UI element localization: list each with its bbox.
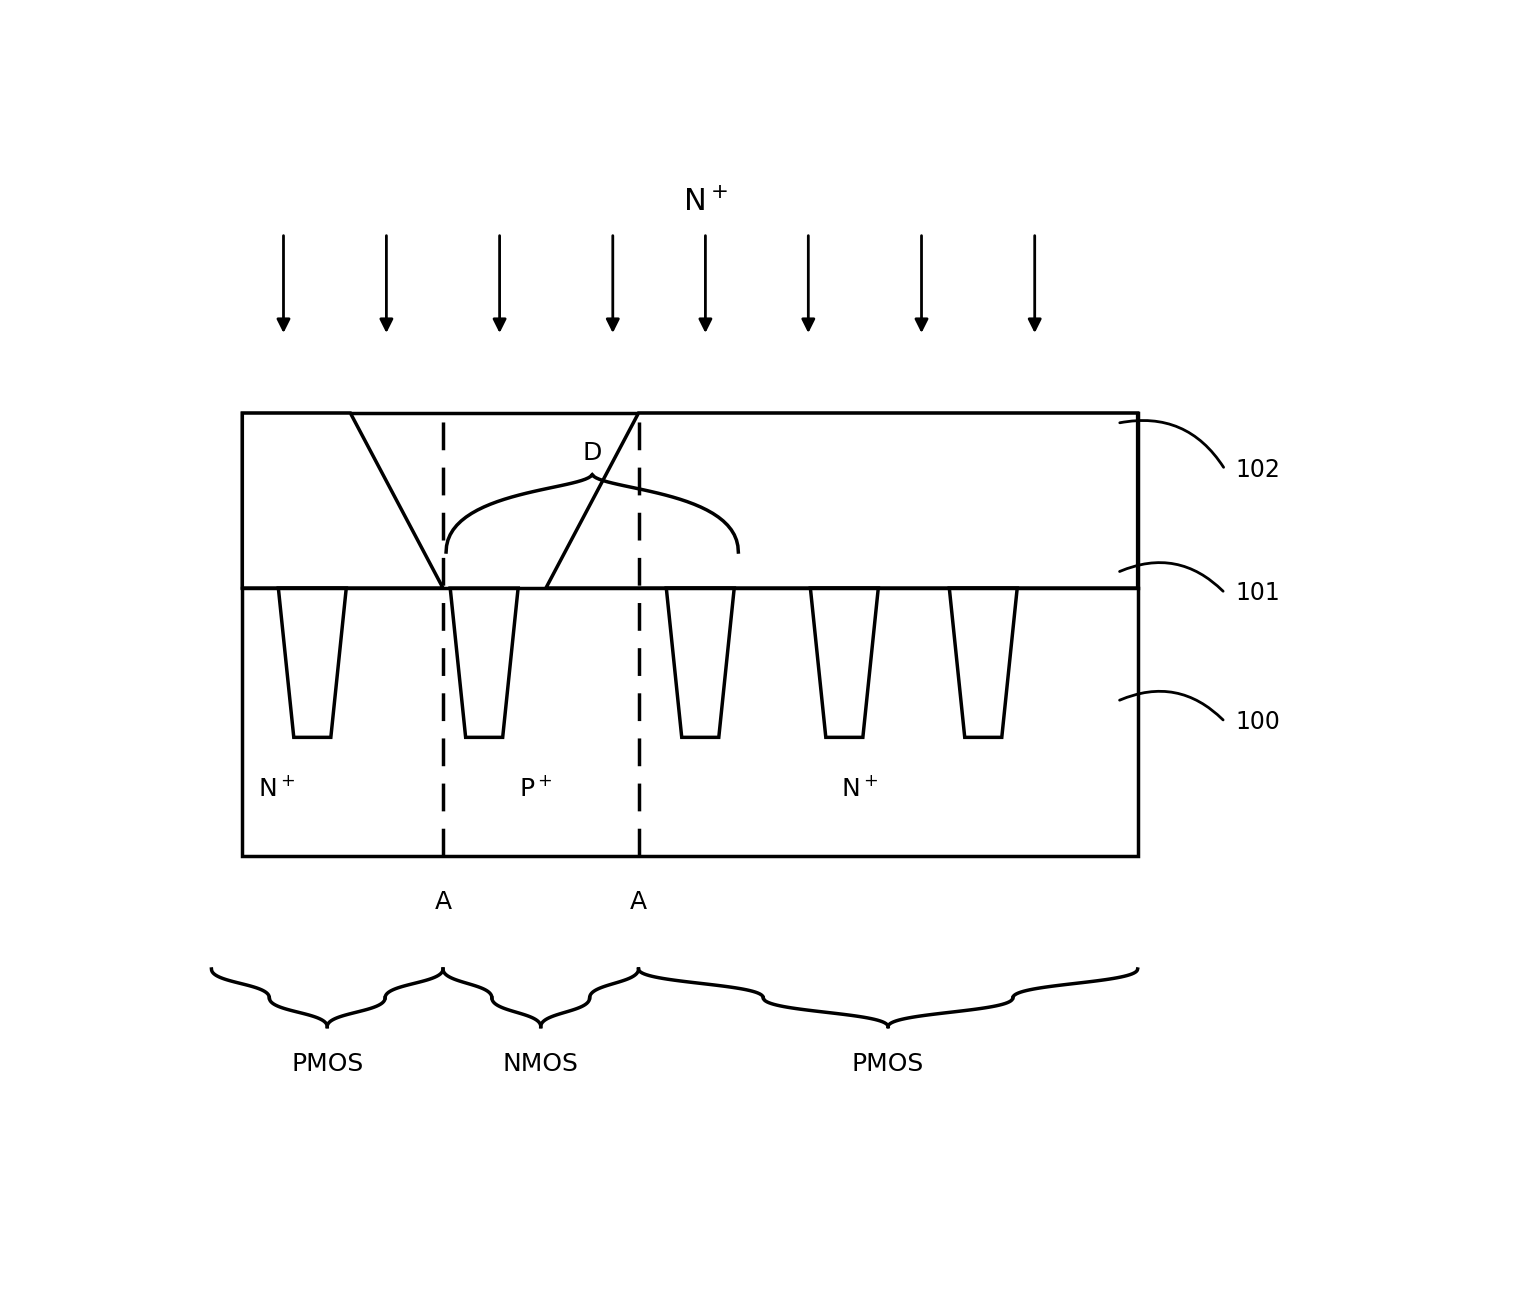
Polygon shape <box>450 588 518 738</box>
Polygon shape <box>547 412 1138 588</box>
Text: N$^+$: N$^+$ <box>683 187 728 217</box>
Polygon shape <box>950 588 1017 738</box>
Text: A: A <box>435 890 452 914</box>
Polygon shape <box>811 588 878 738</box>
Polygon shape <box>243 412 443 588</box>
Text: NMOS: NMOS <box>502 1052 579 1077</box>
Text: 101: 101 <box>1235 581 1280 606</box>
Polygon shape <box>243 412 1138 856</box>
Text: PMOS: PMOS <box>292 1052 363 1077</box>
Text: 102: 102 <box>1235 458 1280 481</box>
Polygon shape <box>278 588 347 738</box>
Text: A: A <box>631 890 647 914</box>
Text: 100: 100 <box>1235 709 1280 734</box>
Text: D: D <box>582 441 602 464</box>
Text: N$^+$: N$^+$ <box>841 777 878 802</box>
Polygon shape <box>666 588 734 738</box>
Text: PMOS: PMOS <box>852 1052 924 1077</box>
Text: P$^+$: P$^+$ <box>519 777 553 802</box>
Text: N$^+$: N$^+$ <box>258 777 295 802</box>
